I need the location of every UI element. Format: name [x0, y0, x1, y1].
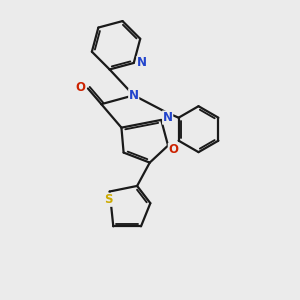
Text: N: N: [137, 56, 147, 70]
Text: N: N: [163, 111, 173, 124]
Text: N: N: [129, 89, 139, 102]
Text: S: S: [104, 193, 112, 206]
Text: O: O: [76, 80, 85, 94]
Text: O: O: [168, 143, 178, 157]
